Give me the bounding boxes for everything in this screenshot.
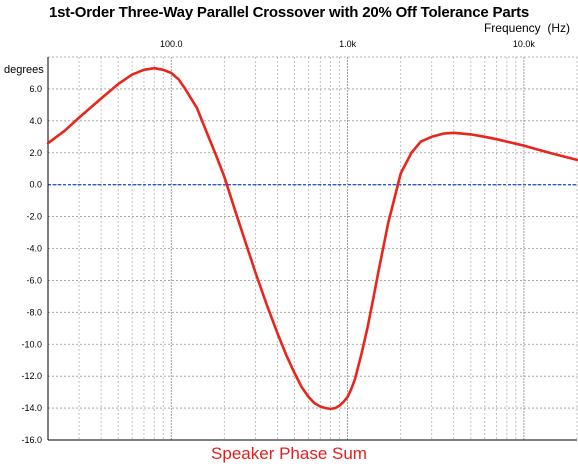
- x-tick-label: 10.0k: [513, 39, 536, 49]
- y-tick-label: -10.0: [21, 339, 42, 349]
- y-tick-label: -16.0: [21, 435, 42, 445]
- chart-title: 1st-Order Three-Way Parallel Crossover w…: [48, 4, 530, 21]
- y-tick-label: -14.0: [21, 403, 42, 413]
- x-tick-label: 100.0: [160, 39, 183, 49]
- y-tick-label: -12.0: [21, 371, 42, 381]
- y-tick-label: -8.0: [26, 307, 42, 317]
- chart-footer: Speaker Phase Sum: [211, 444, 367, 463]
- y-tick-label: 6.0: [29, 84, 42, 94]
- y-tick-label: -4.0: [26, 244, 42, 254]
- y-axis-label: degrees: [4, 64, 44, 76]
- phase-sum-line: [46, 66, 578, 411]
- y-tick-label: -6.0: [26, 275, 42, 285]
- y-tick-label: -2.0: [26, 212, 42, 222]
- x-tick-label: 1.0k: [339, 39, 357, 49]
- y-tick-label: 2.0: [29, 148, 42, 158]
- y-tick-label: 4.0: [29, 116, 42, 126]
- y-tick-label: 0.0: [29, 180, 42, 190]
- x-axis-label: Frequency (Hz): [483, 21, 570, 35]
